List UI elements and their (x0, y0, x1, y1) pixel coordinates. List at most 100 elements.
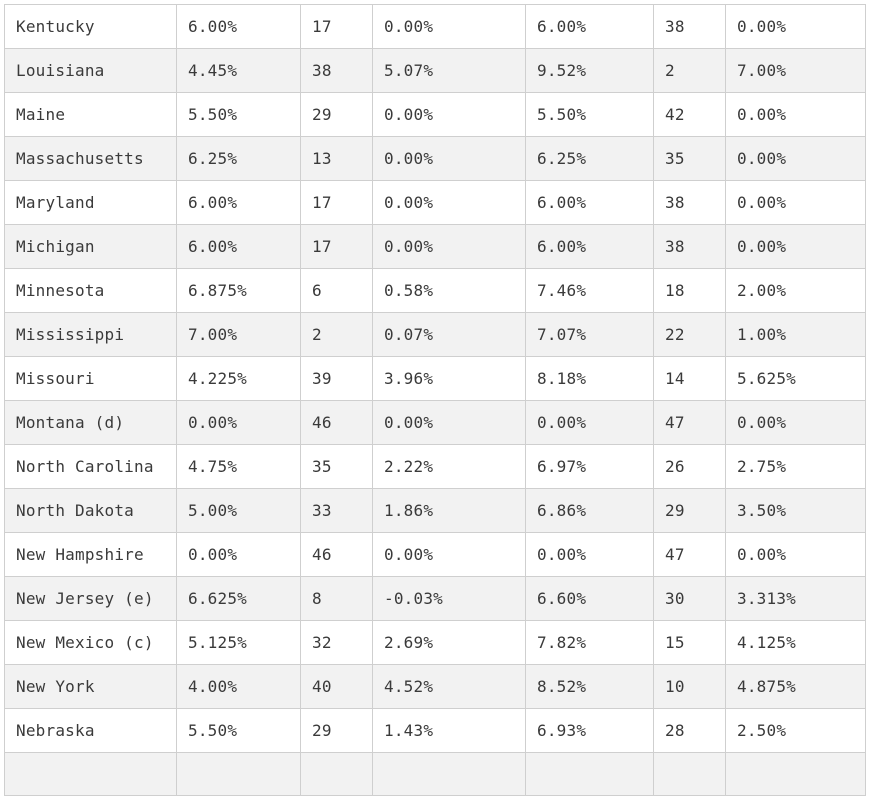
cell-state: Mississippi (4, 312, 177, 357)
cell-state-rank: 46 (300, 400, 373, 445)
table-row: North Carolina 4.75% 35 2.22% 6.97% 26 2.75% (4, 444, 866, 489)
cell-state-rank: 35 (300, 444, 373, 489)
cell-max-local-rate: 1.00% (725, 312, 866, 357)
cell-state: Minnesota (4, 268, 177, 313)
cell-avg-local-rate: 0.00% (372, 4, 526, 49)
cell-state-rate: 6.00% (176, 4, 301, 49)
cell-state: New Mexico (c) (4, 620, 177, 665)
cell-combined-rank: 42 (653, 92, 726, 137)
cell-combined-rank: 15 (653, 620, 726, 665)
cell-state: Louisiana (4, 48, 177, 93)
cell-state-rank: 29 (300, 92, 373, 137)
cell-combined-rank: 14 (653, 356, 726, 401)
cell-state-rate: 4.45% (176, 48, 301, 93)
table-row: Nebraska 5.50% 29 1.43% 6.93% 28 2.50% (4, 708, 866, 753)
cell-state-rate: 5.00% (176, 488, 301, 533)
cell-state-rank: 8 (300, 576, 373, 621)
cell-state-rate: 6.25% (176, 136, 301, 181)
cell-state-rate: 5.50% (176, 708, 301, 753)
cell-combined-rate: 0.00% (525, 400, 654, 445)
cell-state-rank: 40 (300, 664, 373, 709)
cell-state-rank: 39 (300, 356, 373, 401)
table-row: Kentucky 6.00% 17 0.00% 6.00% 38 0.00% (4, 4, 866, 49)
cell-avg-local-rate: 0.58% (372, 268, 526, 313)
cell-state: North Carolina (4, 444, 177, 489)
cell-combined-rate: 6.60% (525, 576, 654, 621)
cell-state-rank: 2 (300, 312, 373, 357)
cell-state-rank: 38 (300, 48, 373, 93)
cell-state-rank (300, 752, 373, 796)
cell-combined-rate: 7.82% (525, 620, 654, 665)
cell-avg-local-rate: 0.00% (372, 400, 526, 445)
cell-state: North Dakota (4, 488, 177, 533)
cell-state: New Jersey (e) (4, 576, 177, 621)
cell-state: New York (4, 664, 177, 709)
cell-state-rate: 4.75% (176, 444, 301, 489)
table-row: Montana (d) 0.00% 46 0.00% 0.00% 47 0.00% (4, 400, 866, 445)
cell-avg-local-rate: 0.00% (372, 224, 526, 269)
cell-max-local-rate: 0.00% (725, 400, 866, 445)
cell-state: Missouri (4, 356, 177, 401)
cell-combined-rate: 6.93% (525, 708, 654, 753)
cell-state-rate: 0.00% (176, 400, 301, 445)
cell-avg-local-rate: 0.00% (372, 136, 526, 181)
cell-max-local-rate: 2.00% (725, 268, 866, 313)
cell-combined-rate: 6.00% (525, 4, 654, 49)
table-row: New Mexico (c) 5.125% 32 2.69% 7.82% 15 4.125% (4, 620, 866, 665)
cell-combined-rank: 18 (653, 268, 726, 313)
cell-state-rank: 46 (300, 532, 373, 577)
cell-combined-rank: 47 (653, 532, 726, 577)
table-row: Michigan 6.00% 17 0.00% 6.00% 38 0.00% (4, 224, 866, 269)
cell-state-rank: 13 (300, 136, 373, 181)
cell-combined-rate (525, 752, 654, 796)
cell-combined-rank: 38 (653, 180, 726, 225)
table-row: Missouri 4.225% 39 3.96% 8.18% 14 5.625% (4, 356, 866, 401)
cell-combined-rate: 7.07% (525, 312, 654, 357)
cell-state-rank: 17 (300, 4, 373, 49)
cell-combined-rank: 10 (653, 664, 726, 709)
cell-max-local-rate: 0.00% (725, 224, 866, 269)
cell-combined-rank: 35 (653, 136, 726, 181)
cell-combined-rate: 6.00% (525, 180, 654, 225)
table-row: New Hampshire 0.00% 46 0.00% 0.00% 47 0.00% (4, 532, 866, 577)
cell-combined-rate: 7.46% (525, 268, 654, 313)
cell-combined-rate: 8.18% (525, 356, 654, 401)
cell-avg-local-rate: 5.07% (372, 48, 526, 93)
cell-state-rate: 5.125% (176, 620, 301, 665)
cell-avg-local-rate: 4.52% (372, 664, 526, 709)
cell-state-rate: 6.625% (176, 576, 301, 621)
cell-state-rate: 6.875% (176, 268, 301, 313)
cell-max-local-rate: 0.00% (725, 92, 866, 137)
cell-combined-rate: 6.97% (525, 444, 654, 489)
cell-avg-local-rate: 1.43% (372, 708, 526, 753)
cell-combined-rank: 28 (653, 708, 726, 753)
cell-max-local-rate: 4.875% (725, 664, 866, 709)
cell-state: Kentucky (4, 4, 177, 49)
cell-combined-rank: 38 (653, 4, 726, 49)
table-row: New York 4.00% 40 4.52% 8.52% 10 4.875% (4, 664, 866, 709)
cell-combined-rate: 0.00% (525, 532, 654, 577)
cell-avg-local-rate: -0.03% (372, 576, 526, 621)
cell-state-rank: 17 (300, 180, 373, 225)
cell-state-rate: 6.00% (176, 180, 301, 225)
cell-combined-rank: 29 (653, 488, 726, 533)
cell-combined-rate: 9.52% (525, 48, 654, 93)
cell-state-rate: 6.00% (176, 224, 301, 269)
table-row: New Jersey (e) 6.625% 8 -0.03% 6.60% 30 3.313% (4, 576, 866, 621)
cell-state-rank: 32 (300, 620, 373, 665)
cell-max-local-rate: 5.625% (725, 356, 866, 401)
cell-max-local-rate: 0.00% (725, 180, 866, 225)
cell-state: Maine (4, 92, 177, 137)
cell-max-local-rate: 0.00% (725, 136, 866, 181)
cell-combined-rank: 26 (653, 444, 726, 489)
cell-combined-rank: 2 (653, 48, 726, 93)
sales-tax-table: Kentucky 6.00% 17 0.00% 6.00% 38 0.00% Louisian… (4, 4, 866, 796)
table-row: Maine 5.50% 29 0.00% 5.50% 42 0.00% (4, 92, 866, 137)
cell-state: Michigan (4, 224, 177, 269)
cell-avg-local-rate: 2.22% (372, 444, 526, 489)
cell-avg-local-rate: 2.69% (372, 620, 526, 665)
cell-combined-rank: 47 (653, 400, 726, 445)
cell-state-rate: 0.00% (176, 532, 301, 577)
cell-max-local-rate: 2.50% (725, 708, 866, 753)
cell-max-local-rate: 2.75% (725, 444, 866, 489)
